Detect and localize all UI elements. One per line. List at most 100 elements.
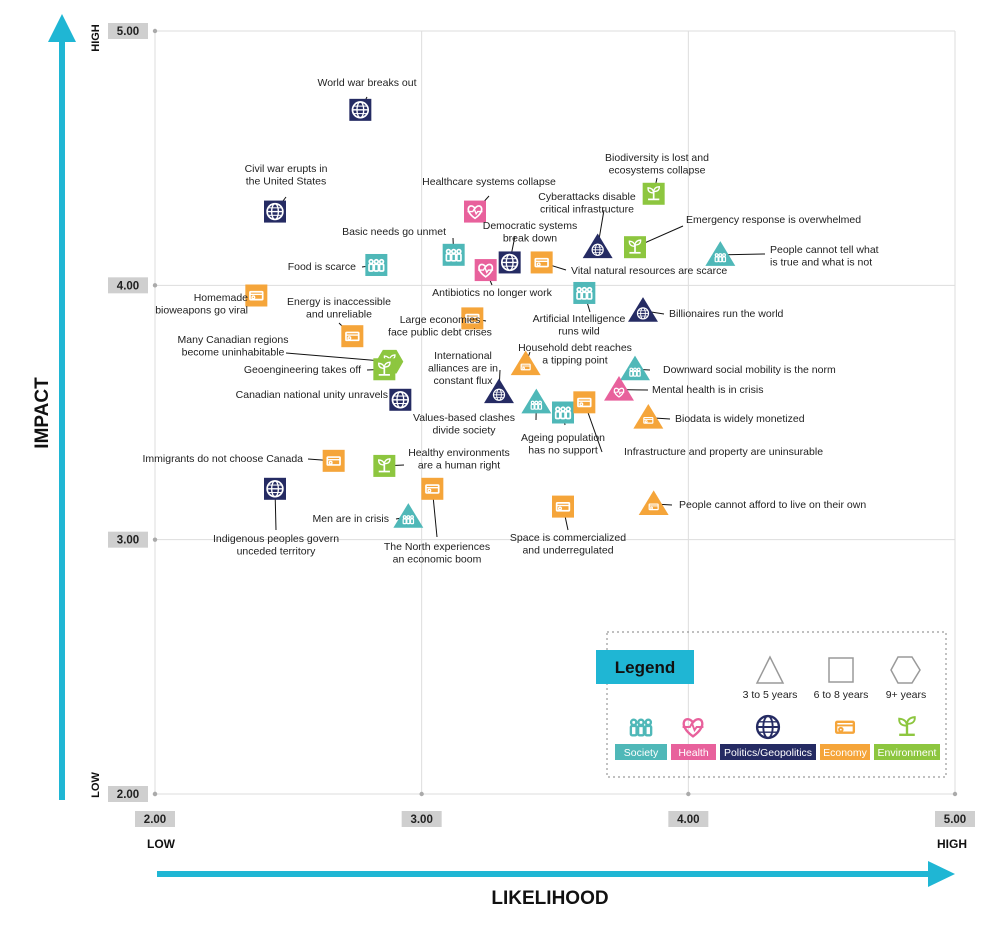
- x-axis-arrow-shaft: [157, 871, 930, 877]
- risk-marker[interactable]: [552, 495, 574, 518]
- risk-marker[interactable]: [365, 253, 388, 276]
- risk-label: Healthcare systems collapse: [422, 176, 556, 188]
- risk-marker[interactable]: [341, 325, 364, 348]
- tick-labels: 2.00 3.00 4.00 5.00 2.00 3.00 4.00 5.00: [108, 23, 975, 827]
- legend-item-economy: Economy: [820, 720, 870, 760]
- triangle-marker: [582, 233, 613, 259]
- legend-timeframes: 3 to 5 years 6 to 8 years 9+ years: [743, 655, 927, 701]
- risk-label: Household debt reaches a tipping point: [518, 342, 632, 367]
- square-marker: [322, 449, 345, 472]
- risk-marker[interactable]: [393, 503, 424, 528]
- legend-title-box: [596, 650, 694, 684]
- square-marker: [530, 251, 553, 274]
- risk-label: Cyberattacks disable critical infrastruct…: [538, 191, 636, 216]
- risk-marker[interactable]: [628, 297, 658, 322]
- leader-line: [285, 352, 390, 363]
- risk-label: Food is scarce: [288, 261, 356, 273]
- risk-marker[interactable]: [705, 241, 736, 266]
- risk-label: Immigrants do not choose Canada: [142, 453, 303, 465]
- y-tick-box: [108, 531, 148, 548]
- legend-item-society: Society: [615, 718, 667, 760]
- legend-item-environment: Environment: [874, 716, 940, 760]
- legend-timeframe-label: 6 to 8 years: [814, 689, 869, 701]
- x-tick-dot: [952, 791, 958, 797]
- legend-timeframe-label: 3 to 5 years: [743, 689, 798, 701]
- risk-marker[interactable]: [264, 477, 286, 500]
- triangle-marker: [628, 297, 658, 322]
- risk-marker[interactable]: [245, 284, 268, 307]
- risk-label: Biodiversity is lost and ecosystems colla…: [605, 152, 709, 177]
- legend-timeframe-label: 9+ years: [886, 689, 927, 701]
- x-tick-dot: [152, 791, 158, 797]
- risk-label: Mental health is in crisis: [652, 384, 763, 396]
- risk-label: Downward social mobility is the norm: [663, 364, 836, 376]
- risk-label: Basic needs go unmet: [342, 226, 446, 238]
- triangle-marker: [510, 350, 541, 376]
- risk-label: Geoengineering takes off: [244, 364, 361, 376]
- risk-marker[interactable]: [510, 350, 541, 376]
- society-icon: [629, 718, 653, 737]
- risk-label: The North experiences an economic boom: [384, 541, 490, 566]
- risk-marker[interactable]: [322, 449, 345, 472]
- risk-marker[interactable]: [484, 378, 514, 404]
- risk-marker[interactable]: [264, 200, 286, 223]
- risk-marker[interactable]: [389, 388, 412, 411]
- y-tick-label: 3.00: [117, 535, 139, 547]
- risk-labels: World war breaks out Civil war erupts in t…: [142, 77, 878, 566]
- money-icon: [834, 720, 856, 734]
- risk-marker[interactable]: [461, 307, 484, 330]
- legend-box: [606, 631, 947, 778]
- risk-marker[interactable]: [642, 182, 665, 205]
- risk-label: Civil war erupts in the United States: [245, 163, 328, 188]
- risk-marker[interactable]: [604, 375, 634, 401]
- legend-category-label: Economy: [823, 747, 868, 759]
- y-tick-box: [108, 277, 148, 294]
- square-marker: [552, 495, 574, 518]
- legend-swatch: [671, 744, 716, 760]
- risk-marker[interactable]: [633, 403, 664, 429]
- x-tick-box: [668, 811, 709, 827]
- risk-marker[interactable]: [498, 251, 521, 274]
- x-tick-box: [935, 811, 975, 827]
- risk-label: People cannot afford to live on their ow…: [679, 499, 866, 511]
- legend-category-label: Politics/Geopolitics: [724, 747, 812, 759]
- x-tick-box: [401, 811, 442, 827]
- square-marker: [573, 391, 596, 414]
- triangle-marker: [638, 490, 669, 516]
- risk-marker[interactable]: [373, 454, 396, 477]
- risk-label: Democratic systems break down: [483, 220, 578, 245]
- risk-marker[interactable]: [373, 358, 396, 381]
- legend-title: Legend: [615, 658, 675, 677]
- risk-marker[interactable]: [620, 355, 650, 381]
- legend-swatch: [820, 744, 870, 760]
- risk-marker[interactable]: [421, 477, 444, 500]
- risk-marker[interactable]: [464, 200, 486, 223]
- y-tick-label: 2.00: [117, 789, 139, 801]
- y-tick-label: 4.00: [117, 280, 139, 292]
- risk-label: Large economies face public debt crises: [388, 314, 492, 339]
- risk-marker[interactable]: [573, 281, 596, 304]
- risk-marker[interactable]: [349, 98, 372, 121]
- risk-marker[interactable]: [442, 243, 465, 266]
- risk-label: Ageing population has no support: [521, 432, 605, 457]
- y-high-label: HIGH: [90, 24, 102, 52]
- legend-item-health: Health: [671, 718, 716, 760]
- legend-square-icon: [828, 657, 854, 683]
- x-tick-label: 4.00: [677, 814, 699, 826]
- risk-label: Billionaires run the world: [669, 308, 784, 320]
- risk-marker[interactable]: [521, 388, 552, 414]
- x-tick-dot: [419, 791, 424, 797]
- risk-label: Healthy environments are a human right: [408, 447, 510, 472]
- risk-label: Canadian national unity unravels: [236, 389, 388, 401]
- risk-marker[interactable]: [582, 233, 613, 259]
- risk-marker[interactable]: [638, 490, 669, 516]
- x-tick-label: 2.00: [144, 814, 166, 826]
- risk-marker[interactable]: [530, 251, 553, 274]
- risk-marker[interactable]: [573, 391, 596, 414]
- risk-marker[interactable]: [552, 401, 574, 424]
- legend-triangle-icon: [755, 655, 785, 684]
- risk-marker[interactable]: [474, 259, 497, 282]
- x-tick-label: 5.00: [944, 814, 966, 826]
- legend-categories: Society Health Politics/Geopolitics Economy…: [615, 714, 940, 760]
- risk-marker[interactable]: [624, 236, 646, 259]
